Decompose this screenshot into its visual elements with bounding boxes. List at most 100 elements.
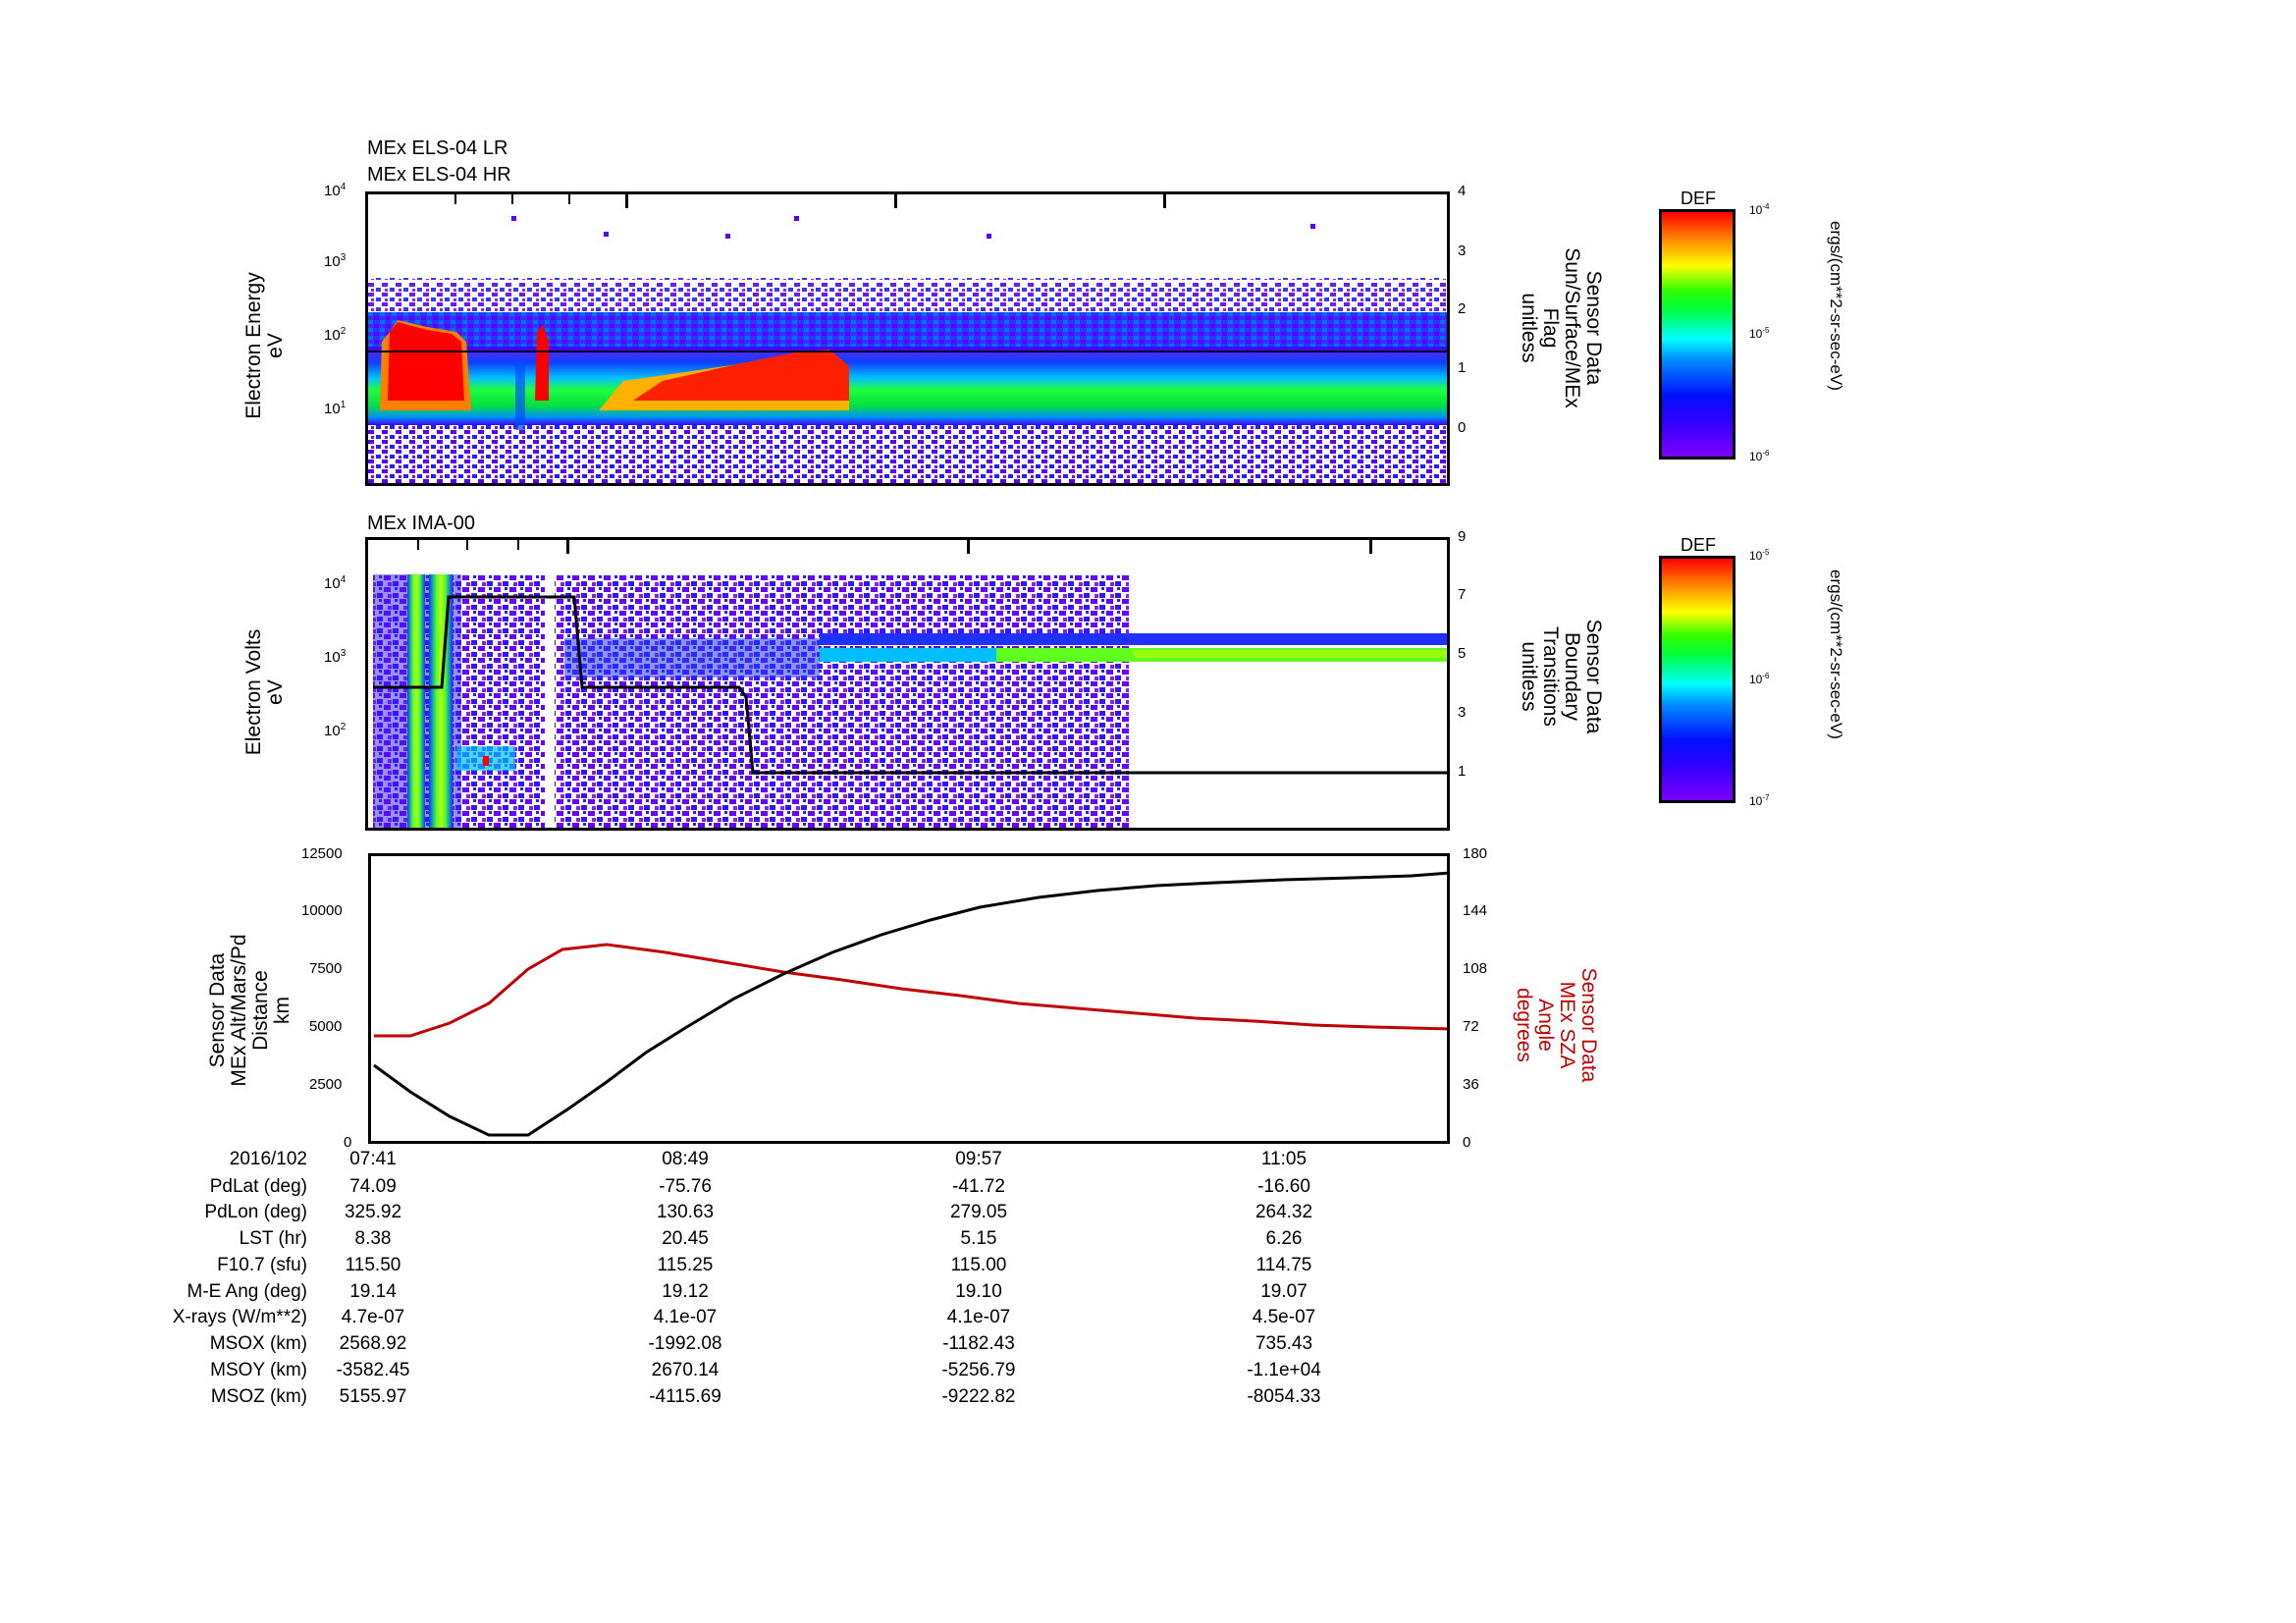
eph-value: 735.43	[1255, 1333, 1313, 1354]
ima-colorbar-max: 10-5	[1749, 548, 1770, 563]
eph-row-label: PdLon (deg)	[204, 1202, 307, 1222]
eph-value: -1182.43	[942, 1333, 1015, 1354]
els-colorbar	[1659, 209, 1735, 460]
eph-value: -16.60	[1257, 1176, 1310, 1197]
sza-ytick-36: 36	[1463, 1076, 1479, 1093]
time-tick-1105: 11:05	[1260, 1149, 1308, 1169]
eph-row-label: MSOX (km)	[209, 1333, 307, 1354]
eph-value: -8054.33	[1247, 1386, 1321, 1407]
eph-value: 2568.92	[339, 1333, 407, 1354]
els-y2tick-1: 1	[1458, 359, 1467, 376]
eph-value: 19.14	[349, 1281, 397, 1302]
eph-value: 5.15	[960, 1228, 997, 1249]
ephemeris-date: 2016/102	[229, 1149, 307, 1169]
ima-ytick-1e4: 104	[324, 574, 347, 592]
sza-ytick-144: 144	[1463, 902, 1488, 919]
altitude-sza-lines	[373, 871, 1447, 1137]
time-tick-0741: 07:41	[349, 1149, 397, 1169]
eph-value: 5155.97	[339, 1386, 407, 1407]
ima-ytick-1e3: 103	[324, 648, 347, 666]
eph-value: 19.07	[1260, 1281, 1308, 1302]
eph-row-label: M-E Ang (deg)	[187, 1281, 308, 1302]
eph-value: -1992.08	[648, 1333, 722, 1354]
ima-y2tick-1: 1	[1458, 763, 1467, 780]
eph-value: -1.1e+04	[1247, 1360, 1321, 1380]
eph-value: -9222.82	[941, 1386, 1016, 1407]
eph-row-label: X-rays (W/m**2)	[172, 1307, 307, 1327]
eph-value: 114.75	[1255, 1255, 1312, 1275]
time-tick-0957: 09:57	[955, 1149, 1002, 1169]
ima-y2tick-3: 3	[1458, 704, 1467, 721]
ima-ytick-1e2: 102	[324, 722, 347, 739]
eph-value: -3582.45	[336, 1360, 410, 1380]
time-tick-0849: 08:49	[662, 1149, 709, 1169]
eph-value: 4.5e-07	[1252, 1307, 1316, 1327]
eph-value: 19.12	[662, 1281, 709, 1302]
ima-colorbar-mid: 10-6	[1749, 672, 1770, 686]
eph-value: 4.1e-07	[946, 1307, 1011, 1327]
eph-value: 325.92	[344, 1202, 402, 1222]
els-y2label: Sensor Data Sun/Surface/MEx Flag unitless	[1518, 247, 1605, 408]
eph-row-label: F10.7 (sfu)	[217, 1255, 307, 1275]
ima-colorbar-min: 10-7	[1749, 793, 1770, 808]
els-spectrogram-image	[368, 216, 1447, 483]
els-colorbar-title: DEF	[1681, 189, 1716, 208]
ima-colorbar-title: DEF	[1681, 535, 1716, 555]
eph-value: -5256.79	[941, 1360, 1016, 1380]
alt-ylabel: Sensor Data MEx Alt/Mars/Pd Distance km	[206, 934, 294, 1087]
els-title-hr: MEx ELS-04 HR	[367, 164, 511, 186]
ima-y2label: Sensor Data Boundary Transitions unitless	[1518, 619, 1605, 734]
els-colorbar-max: 10-4	[1749, 202, 1770, 217]
ima-colorbar	[1659, 556, 1735, 803]
alt-ytick-0: 0	[344, 1134, 352, 1151]
sza-ytick-0: 0	[1463, 1134, 1471, 1151]
eph-value: 19.10	[955, 1281, 1002, 1302]
sza-ytick-180: 180	[1463, 845, 1488, 862]
ima-spectrogram-image	[373, 574, 1447, 828]
eph-row-label: MSOZ (km)	[210, 1386, 307, 1407]
eph-value: 264.32	[1255, 1202, 1313, 1222]
eph-value: -75.76	[659, 1176, 712, 1197]
altitude-sza-plot	[368, 853, 1450, 1144]
alt-ytick-5000: 5000	[309, 1018, 343, 1035]
alt-ytick-7500: 7500	[309, 960, 343, 977]
els-ytick-1e1: 101	[324, 400, 347, 417]
els-title-lr: MEx ELS-04 LR	[367, 137, 508, 159]
ima-y2tick-5: 5	[1458, 645, 1467, 662]
els-y2tick-4: 4	[1458, 183, 1467, 199]
alt-ytick-12500: 12500	[301, 845, 343, 862]
eph-value: 6.26	[1265, 1228, 1303, 1249]
els-colorbar-mid: 10-5	[1749, 326, 1770, 341]
eph-value: 115.25	[657, 1255, 714, 1275]
els-ytick-1e2: 102	[324, 326, 347, 344]
ima-y2tick-7: 7	[1458, 586, 1467, 603]
eph-value: 4.7e-07	[341, 1307, 405, 1327]
ima-ylabel: Electron Volts eV	[242, 628, 287, 756]
eph-row-label: MSOY (km)	[210, 1360, 307, 1380]
sza-ytick-108: 108	[1463, 960, 1488, 977]
sza-ytick-72: 72	[1463, 1018, 1479, 1035]
els-y2tick-0: 0	[1458, 419, 1467, 436]
eph-value: -4115.69	[649, 1386, 721, 1407]
eph-value: 130.63	[656, 1202, 715, 1222]
els-ytick-1e3: 103	[324, 252, 347, 270]
els-spectrogram-plot	[365, 191, 1450, 486]
eph-value: 74.09	[349, 1176, 397, 1197]
eph-value: 20.45	[662, 1228, 709, 1249]
eph-value: 4.1e-07	[653, 1307, 718, 1327]
eph-value: 115.00	[950, 1255, 1007, 1275]
eph-value: 115.50	[345, 1255, 401, 1275]
els-ylabel: Electron Energy eV	[242, 272, 287, 419]
els-ytick-1e4: 104	[324, 182, 347, 199]
els-y2tick-2: 2	[1458, 300, 1467, 317]
ima-title: MEx IMA-00	[367, 513, 476, 534]
eph-row-label: LST (hr)	[239, 1228, 307, 1249]
eph-row-label: PdLat (deg)	[209, 1176, 307, 1197]
alt-ytick-10000: 10000	[301, 902, 343, 919]
els-colorbar-min: 10-6	[1749, 449, 1770, 463]
els-y2tick-3: 3	[1458, 243, 1467, 259]
sza-ylabel: Sensor Data MEx SZA Angle degrees	[1513, 967, 1600, 1083]
eph-value: -41.72	[952, 1176, 1005, 1197]
els-colorbar-unit: ergs/(cm**2-sr-sec-eV)	[1827, 221, 1845, 391]
ima-colorbar-unit: ergs/(cm**2-sr-sec-eV)	[1827, 569, 1845, 739]
